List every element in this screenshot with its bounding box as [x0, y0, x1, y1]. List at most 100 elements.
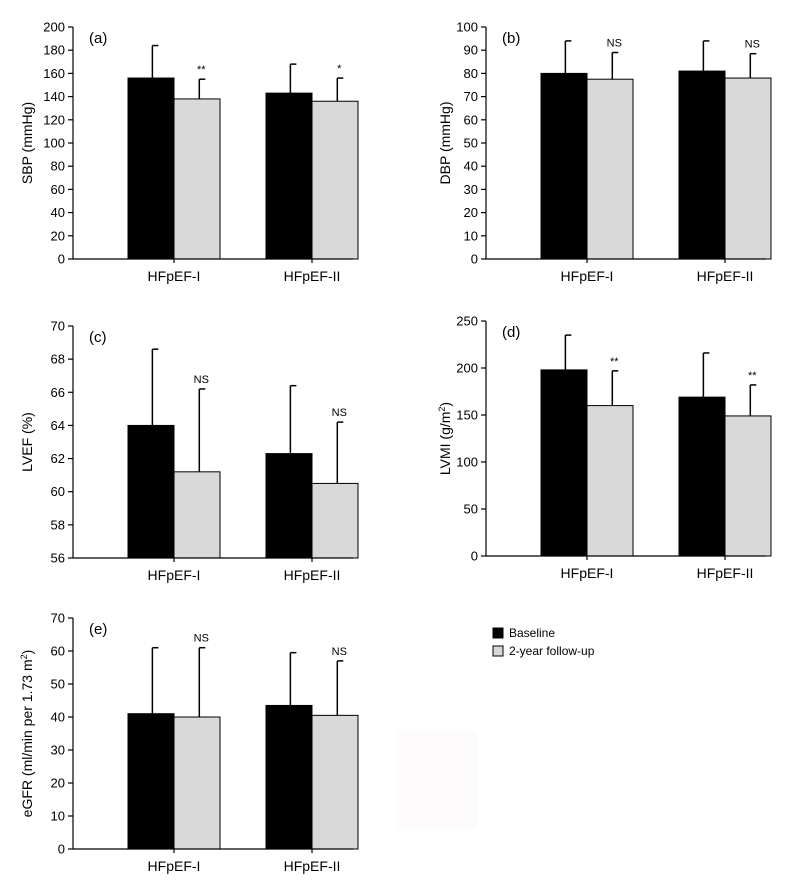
y-axis-title: SBP (mmHg)	[19, 102, 35, 184]
y-tick-label: 100	[43, 136, 65, 151]
panel-label: (c)	[89, 329, 107, 346]
y-tick-label: 60	[51, 484, 65, 499]
y-tick-label: 62	[51, 451, 65, 466]
panel-e: 0 10 20 30 40 50 60 70 NS HFpEF-I NS HFpEF-II (e) eGF…	[19, 611, 359, 874]
x-category-label: HFpEF-II	[697, 268, 754, 284]
panel-label: (a)	[89, 30, 107, 47]
y-tick-label: 0	[58, 252, 65, 267]
legend: Baseline 2-year follow-up	[492, 626, 595, 658]
y-tick-label: 0	[471, 549, 478, 564]
y-tick-label: 70	[464, 89, 478, 104]
bar-baseline-hfpef-i	[127, 77, 175, 260]
y-tick-label: 40	[51, 205, 65, 220]
y-tick-label: 20	[464, 205, 478, 220]
y-tick-label: 40	[464, 159, 478, 174]
y-tick-label: 200	[43, 20, 65, 35]
x-category-label: HFpEF-I	[561, 268, 614, 284]
y-tick-label: 140	[43, 89, 65, 104]
bar-baseline-hfpef-i	[540, 369, 588, 557]
significance-label: NS	[194, 374, 209, 386]
y-tick-label: 20	[51, 228, 65, 243]
y-tick-label: 100	[456, 455, 478, 470]
legend-swatch-followup	[492, 645, 504, 657]
bar-baseline-hfpef-ii	[678, 70, 726, 260]
y-tick-label: 58	[51, 517, 65, 532]
bar-followup-hfpef-i	[173, 471, 221, 559]
y-tick-label: 160	[43, 66, 65, 81]
chart-panels: 020406080100120140160180200**HFpEF-I*HFp…	[19, 20, 772, 874]
significance-label: NS	[607, 38, 622, 50]
panel-a: 0 20 40 60 80 100 120 140 160 180 200 ** HFpEF-I * HFp…	[19, 20, 359, 284]
panel-d: 0 50 100 150 200 250 ** HFpEF-I ** HFpEF-II (d) LVM…	[437, 314, 772, 581]
bar-baseline-hfpef-i	[127, 424, 175, 559]
y-tick-label: 50	[464, 502, 478, 517]
x-category-label: HFpEF-II	[284, 268, 341, 284]
y-tick-label: 68	[51, 352, 65, 367]
y-tick-label: 150	[456, 408, 478, 423]
y-axis-title: LVEF (%)	[19, 412, 35, 472]
significance-label: **	[748, 370, 757, 382]
y-axis-title: DBP (mmHg)	[437, 102, 453, 185]
legend-swatch-baseline	[492, 627, 504, 639]
x-category-label: HFpEF-I	[561, 565, 614, 581]
bar-followup-hfpef-ii	[311, 100, 359, 260]
y-tick-label: 64	[51, 418, 65, 433]
y-tick-label: 40	[51, 710, 65, 725]
y-tick-label: 60	[51, 182, 65, 197]
blank-artifact-box	[395, 730, 478, 830]
legend-label-baseline: Baseline	[509, 626, 555, 640]
bar-followup-hfpef-ii	[311, 482, 359, 559]
bar-followup-hfpef-i	[173, 98, 221, 260]
y-tick-label: 50	[464, 136, 478, 151]
y-tick-label: 66	[51, 385, 65, 400]
y-tick-label: 100	[456, 20, 478, 35]
x-category-label: HFpEF-II	[284, 858, 341, 874]
bar-followup-hfpef-i	[586, 78, 634, 260]
panel-b: 0 10 20 30 40 50 60 70 80 90 100 NS HFpEF-I NS HFpEF-I…	[437, 20, 772, 284]
significance-label: NS	[194, 633, 209, 645]
bar-followup-hfpef-i	[173, 716, 221, 850]
bar-followup-hfpef-ii	[724, 415, 772, 557]
y-tick-label: 120	[43, 112, 65, 127]
bar-baseline-hfpef-ii	[265, 453, 313, 559]
y-tick-label: 50	[51, 677, 65, 692]
significance-label: NS	[745, 39, 760, 51]
bar-followup-hfpef-ii	[311, 714, 359, 850]
y-tick-label: 0	[471, 252, 478, 267]
y-tick-label: 180	[43, 43, 65, 58]
y-tick-label: 250	[456, 314, 478, 329]
legend-label-followup: 2-year follow-up	[509, 644, 595, 658]
y-tick-label: 30	[51, 743, 65, 758]
y-tick-label: 70	[51, 611, 65, 626]
y-tick-label: 200	[456, 361, 478, 376]
panel-label: (e)	[89, 621, 107, 638]
y-tick-label: 10	[51, 809, 65, 824]
significance-label: *	[337, 63, 342, 75]
x-category-label: HFpEF-I	[148, 858, 201, 874]
bar-baseline-hfpef-ii	[265, 92, 313, 260]
bar-baseline-hfpef-i	[127, 713, 175, 850]
bar-followup-hfpef-ii	[724, 77, 772, 260]
x-category-label: HFpEF-I	[148, 268, 201, 284]
y-tick-label: 0	[58, 842, 65, 857]
bar-baseline-hfpef-ii	[265, 704, 313, 850]
panel-label: (b)	[502, 30, 520, 47]
x-category-label: HFpEF-I	[148, 567, 201, 583]
y-tick-label: 70	[51, 319, 65, 334]
y-axis-title: eGFR (ml/min per 1.73 m2)	[19, 650, 35, 818]
y-tick-label: 20	[51, 776, 65, 791]
panel-label: (d)	[502, 324, 520, 341]
y-tick-label: 60	[51, 644, 65, 659]
y-tick-label: 80	[51, 159, 65, 174]
y-tick-label: 80	[464, 66, 478, 81]
y-tick-label: 90	[464, 43, 478, 58]
bar-followup-hfpef-i	[586, 405, 634, 557]
significance-label: NS	[332, 646, 347, 658]
y-tick-label: 30	[464, 182, 478, 197]
significance-label: **	[197, 64, 206, 76]
y-tick-label: 56	[51, 551, 65, 566]
y-tick-label: 60	[464, 112, 478, 127]
significance-label: **	[610, 356, 619, 368]
y-tick-label: 10	[464, 228, 478, 243]
